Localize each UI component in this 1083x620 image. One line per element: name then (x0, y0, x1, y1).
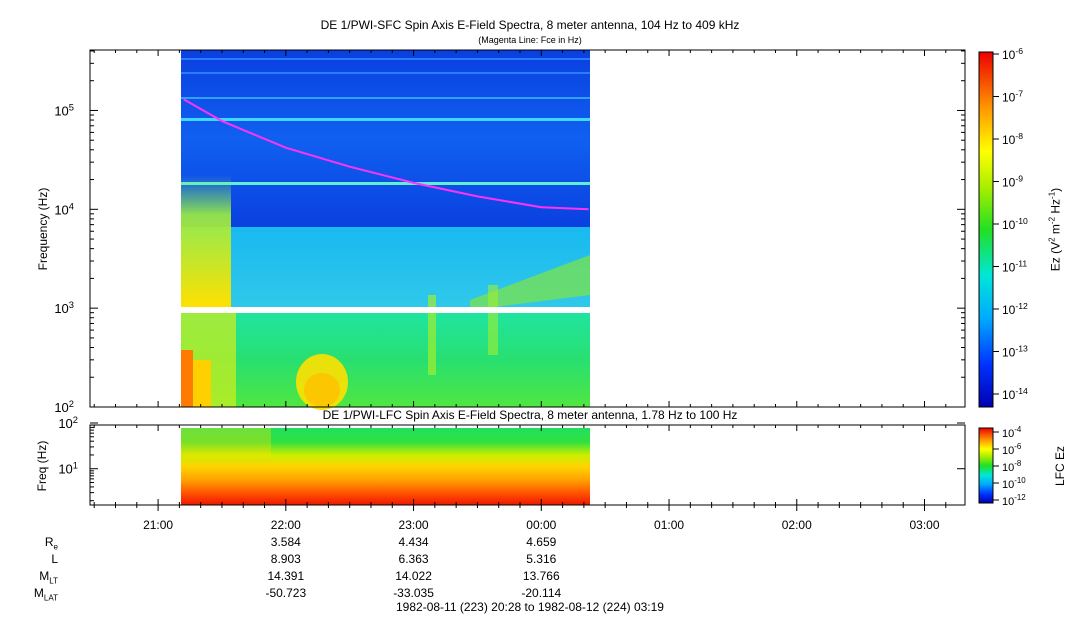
colorbar-tick-label: 10-4 (1002, 425, 1022, 440)
bottom-spectrogram (181, 428, 590, 505)
ephemeris-row-label: Re (44, 535, 58, 552)
colorbar-tick-label: 10-11 (1002, 259, 1027, 275)
bottom-y-ticks: 101 102 (58, 415, 965, 502)
spectro-band-low (181, 313, 590, 407)
colorbar-tick-label: 10-13 (1002, 344, 1028, 360)
top-y-ticks: 102 103 104 105 (54, 50, 965, 415)
colorbar-tick-label: 10-12 (1002, 301, 1028, 317)
y-tick-label: 102 (54, 399, 74, 415)
x-tick-label: 01:00 (654, 518, 685, 532)
y-tick-label: 103 (54, 300, 74, 316)
bottom-spectro-patch (181, 428, 271, 458)
time-axis-ticks (93, 50, 947, 511)
spectro-line (181, 58, 590, 60)
spectro-burst (181, 350, 193, 407)
x-tick-label: 03:00 (909, 518, 940, 532)
colorbar-tick-label: 10-10 (1002, 476, 1026, 491)
y-tick-label: 105 (54, 102, 74, 118)
y-tick-label: 101 (58, 461, 78, 477)
ephemeris-value: 3.584 (270, 535, 301, 549)
data-gap (181, 307, 590, 313)
ephemeris-value: 8.903 (270, 552, 301, 566)
ephemeris-value: 4.659 (526, 535, 557, 549)
top-spectrogram (181, 50, 590, 410)
colorbar-tick-label: 10-7 (1002, 89, 1023, 105)
ephemeris-value: 13.766 (522, 569, 560, 583)
colorbar-tick-label: 10-12 (1002, 493, 1026, 508)
top-panel-title: DE 1/PWI-SFC Spin Axis E-Field Spectra, … (320, 18, 740, 32)
top-colorbar (978, 51, 994, 408)
spectro-col (488, 285, 498, 355)
y-tick-label: 102 (58, 415, 78, 431)
x-tick-label: 22:00 (270, 518, 301, 532)
top-colorbar-ticks: 10-6 10-7 10-8 10-9 10-10 10-11 10-12 10-13 10-1… (993, 46, 1028, 402)
top-panel-subtitle: (Magenta Line: Fce in Hz) (478, 35, 582, 45)
spectro-line (181, 182, 590, 185)
spectro-band-high (181, 50, 590, 227)
ephemeris-row-label: L (51, 552, 58, 566)
ephemeris-value: 14.391 (267, 569, 305, 583)
colorbar-tick-label: 10-6 (1002, 46, 1023, 62)
x-tick-label: 02:00 (781, 518, 812, 532)
ephemeris-value: 14.022 (395, 569, 432, 583)
spectro-blob (304, 373, 340, 407)
ephemeris-row-label: MLAT (33, 586, 58, 603)
ephemeris-value: -20.114 (521, 586, 562, 600)
time-range-label: 1982-08-11 (223) 20:28 to 1982-08-12 (22… (396, 600, 664, 614)
ephemeris-value: 5.316 (526, 552, 557, 566)
spectro-burst (181, 175, 231, 307)
spectro-burst (193, 360, 211, 407)
ephemeris-value: -33.035 (393, 586, 434, 600)
colorbar-tick-label: 10-8 (1002, 131, 1023, 147)
bottom-panel-title: DE 1/PWI-LFC Spin Axis E-Field Spectra, … (322, 408, 738, 422)
spectro-line (181, 97, 590, 99)
y-tick-label: 104 (54, 201, 74, 217)
spectro-col (428, 295, 436, 375)
ephemeris-value: 6.363 (398, 552, 429, 566)
colorbar-tick-label: 10-10 (1002, 216, 1028, 232)
x-tick-label: 00:00 (526, 518, 557, 532)
bottom-colorbar-ticks: 10-4 10-6 10-8 10-10 10-12 (993, 425, 1026, 508)
colorbar-tick-label: 10-9 (1002, 174, 1023, 190)
spectro-line (181, 118, 590, 121)
x-tick-label: 21:00 (143, 518, 174, 532)
top-plot-frame (89, 49, 966, 408)
ephemeris-value: 4.434 (398, 535, 429, 549)
colorbar-tick-label: 10-6 (1002, 442, 1022, 457)
colorbar-tick-label: 10-8 (1002, 459, 1022, 474)
spectro-rise (470, 255, 590, 310)
ephemeris-value: -50.723 (265, 586, 307, 600)
bottom-colorbar (978, 427, 994, 504)
bottom-plot-frame (89, 424, 966, 506)
colorbar-tick-label: 10-14 (1002, 386, 1028, 402)
spectro-line (181, 72, 590, 74)
ephemeris-row-label: MLT (39, 569, 58, 586)
fce-magenta-line (183, 98, 589, 211)
x-tick-label: 23:00 (398, 518, 429, 532)
